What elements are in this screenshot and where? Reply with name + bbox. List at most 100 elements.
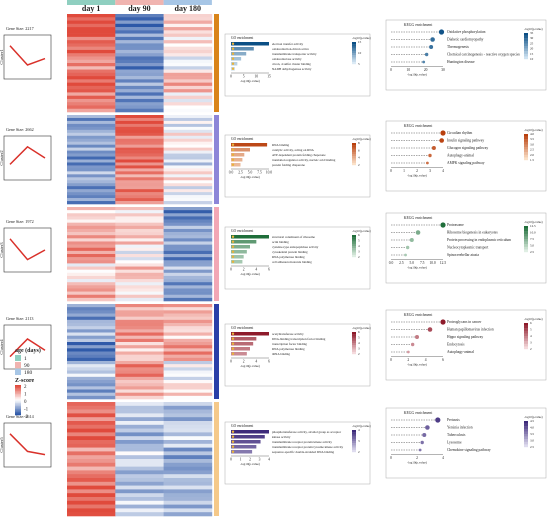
cluster-label: Cluster3 bbox=[0, 242, 4, 258]
heatmap-cell bbox=[163, 105, 213, 110]
go-term-label: actin binding bbox=[272, 240, 289, 244]
heatmap-cell bbox=[163, 493, 213, 498]
heatmap-cell bbox=[163, 326, 213, 330]
heatmap-cell bbox=[115, 489, 164, 494]
kegg-dot bbox=[422, 433, 427, 437]
heatmap-cell bbox=[115, 165, 164, 169]
heatmap-cell bbox=[115, 282, 164, 286]
heatmap-cell bbox=[67, 192, 116, 196]
kegg-tick-label: 0 bbox=[390, 358, 392, 362]
kegg-legend-swatch bbox=[524, 325, 528, 329]
go-bar bbox=[231, 337, 257, 341]
heatmap-cell bbox=[67, 338, 116, 343]
go-tick-label: 3 bbox=[259, 458, 261, 462]
kegg-term-label: Glucagon signaling pathway bbox=[447, 146, 488, 150]
heatmap-cell bbox=[115, 66, 164, 70]
heatmap-cell bbox=[115, 213, 164, 217]
go-legend-swatch bbox=[352, 147, 356, 150]
heatmap-cell bbox=[163, 421, 213, 426]
go-bar-marker bbox=[231, 445, 235, 448]
kegg-legend-swatch bbox=[524, 328, 528, 331]
heatmap-cell bbox=[163, 135, 213, 140]
heatmap-cell bbox=[67, 395, 116, 400]
kegg-legend-tick: 6 bbox=[530, 321, 532, 325]
go-term-label: 4 iron, 4 sulfur cluster binding bbox=[272, 62, 311, 67]
go-bar-marker bbox=[231, 42, 235, 45]
heatmap-cell bbox=[115, 17, 164, 21]
kegg-legend-title: -log10(p.value) bbox=[524, 415, 543, 419]
heatmap-cell bbox=[163, 82, 213, 87]
age-legend-label: 90 bbox=[24, 363, 30, 369]
heatmap-cell bbox=[163, 489, 213, 494]
kegg-dot bbox=[410, 342, 415, 347]
z-score-swatch bbox=[15, 409, 21, 411]
z-score-tick: 0 bbox=[24, 400, 27, 405]
z-score-swatch bbox=[15, 385, 21, 387]
go-bar bbox=[231, 255, 244, 259]
kegg-legend-tick: 3.5 bbox=[530, 432, 534, 436]
heatmap-cell bbox=[67, 165, 116, 169]
go-legend-swatch bbox=[352, 434, 356, 437]
heatmap-cell bbox=[163, 98, 213, 103]
heatmap-cell bbox=[115, 421, 164, 426]
kegg-title: KEGG enrichment bbox=[404, 23, 434, 27]
kegg-legend-swatch bbox=[524, 134, 528, 137]
go-legend-tick: 8 bbox=[358, 141, 360, 145]
heatmap-cell bbox=[163, 247, 213, 252]
heatmap-cell bbox=[67, 92, 116, 96]
go-bar bbox=[231, 143, 268, 147]
heatmap-cell bbox=[115, 436, 164, 441]
heatmap-cell bbox=[115, 171, 164, 175]
go-legend-swatch bbox=[352, 48, 356, 51]
kegg-title: KEGG enrichment bbox=[404, 313, 434, 317]
go-title: GO enrichment bbox=[231, 424, 253, 428]
kegg-tick-label: 3 bbox=[429, 169, 431, 173]
kegg-legend-swatch bbox=[524, 136, 528, 140]
kegg-term-label: Circadian rhythm bbox=[447, 131, 472, 135]
go-bar bbox=[231, 352, 247, 356]
go-legend-swatch bbox=[352, 145, 356, 148]
heatmap-cell bbox=[163, 17, 213, 21]
gene-size-label: Gene Size: 1972 bbox=[6, 219, 34, 224]
heatmap-cell bbox=[115, 53, 164, 57]
trend-line bbox=[9, 433, 46, 456]
kegg-term-label: Endocytosis bbox=[447, 343, 465, 347]
heatmap-cell bbox=[163, 150, 213, 154]
go-axis-label: -log10(p.value) bbox=[240, 364, 260, 368]
kegg-legend-swatch bbox=[524, 154, 528, 158]
heatmap-cell bbox=[163, 402, 213, 407]
go-bar bbox=[231, 250, 247, 254]
heatmap-cell bbox=[67, 207, 116, 211]
heatmap-cell bbox=[67, 30, 116, 34]
heatmap-cell bbox=[163, 316, 213, 321]
heatmap-cell bbox=[163, 367, 213, 371]
heatmap-cell bbox=[115, 335, 164, 340]
go-term-label: kinase activity bbox=[272, 435, 291, 439]
heatmap-cell bbox=[163, 389, 213, 393]
heatmap-cell bbox=[163, 72, 213, 77]
kegg-tick-label: 2 bbox=[416, 169, 418, 173]
heatmap-cell bbox=[115, 69, 164, 74]
go-legend-swatch bbox=[352, 254, 356, 258]
heatmap-cell bbox=[115, 364, 164, 368]
heatmap-cell bbox=[163, 232, 213, 236]
heatmap-cell bbox=[163, 63, 213, 67]
heatmap-cell bbox=[115, 386, 164, 390]
heatmap-cell bbox=[163, 235, 213, 239]
kegg-term-label: Oxidative phosphorylation bbox=[447, 30, 486, 34]
kegg-legend-tick: 3.5 bbox=[530, 137, 534, 141]
kegg-legend-swatch bbox=[524, 323, 528, 326]
trend-line bbox=[9, 338, 46, 358]
z-score-swatch bbox=[15, 386, 21, 389]
heatmap-cell bbox=[115, 367, 164, 371]
go-bar-marker bbox=[231, 62, 235, 65]
go-panel: GO enrichment phosphotransferase activity… bbox=[224, 421, 371, 485]
age-legend-swatch bbox=[15, 369, 21, 375]
kegg-dot bbox=[435, 417, 441, 423]
go-tick-label: 10.0 bbox=[266, 171, 272, 175]
heatmap-cell bbox=[163, 329, 213, 333]
heatmap-cell bbox=[163, 392, 213, 397]
kegg-dot bbox=[439, 138, 445, 143]
heatmap-cell bbox=[67, 33, 116, 38]
heatmap-cell bbox=[163, 266, 213, 270]
